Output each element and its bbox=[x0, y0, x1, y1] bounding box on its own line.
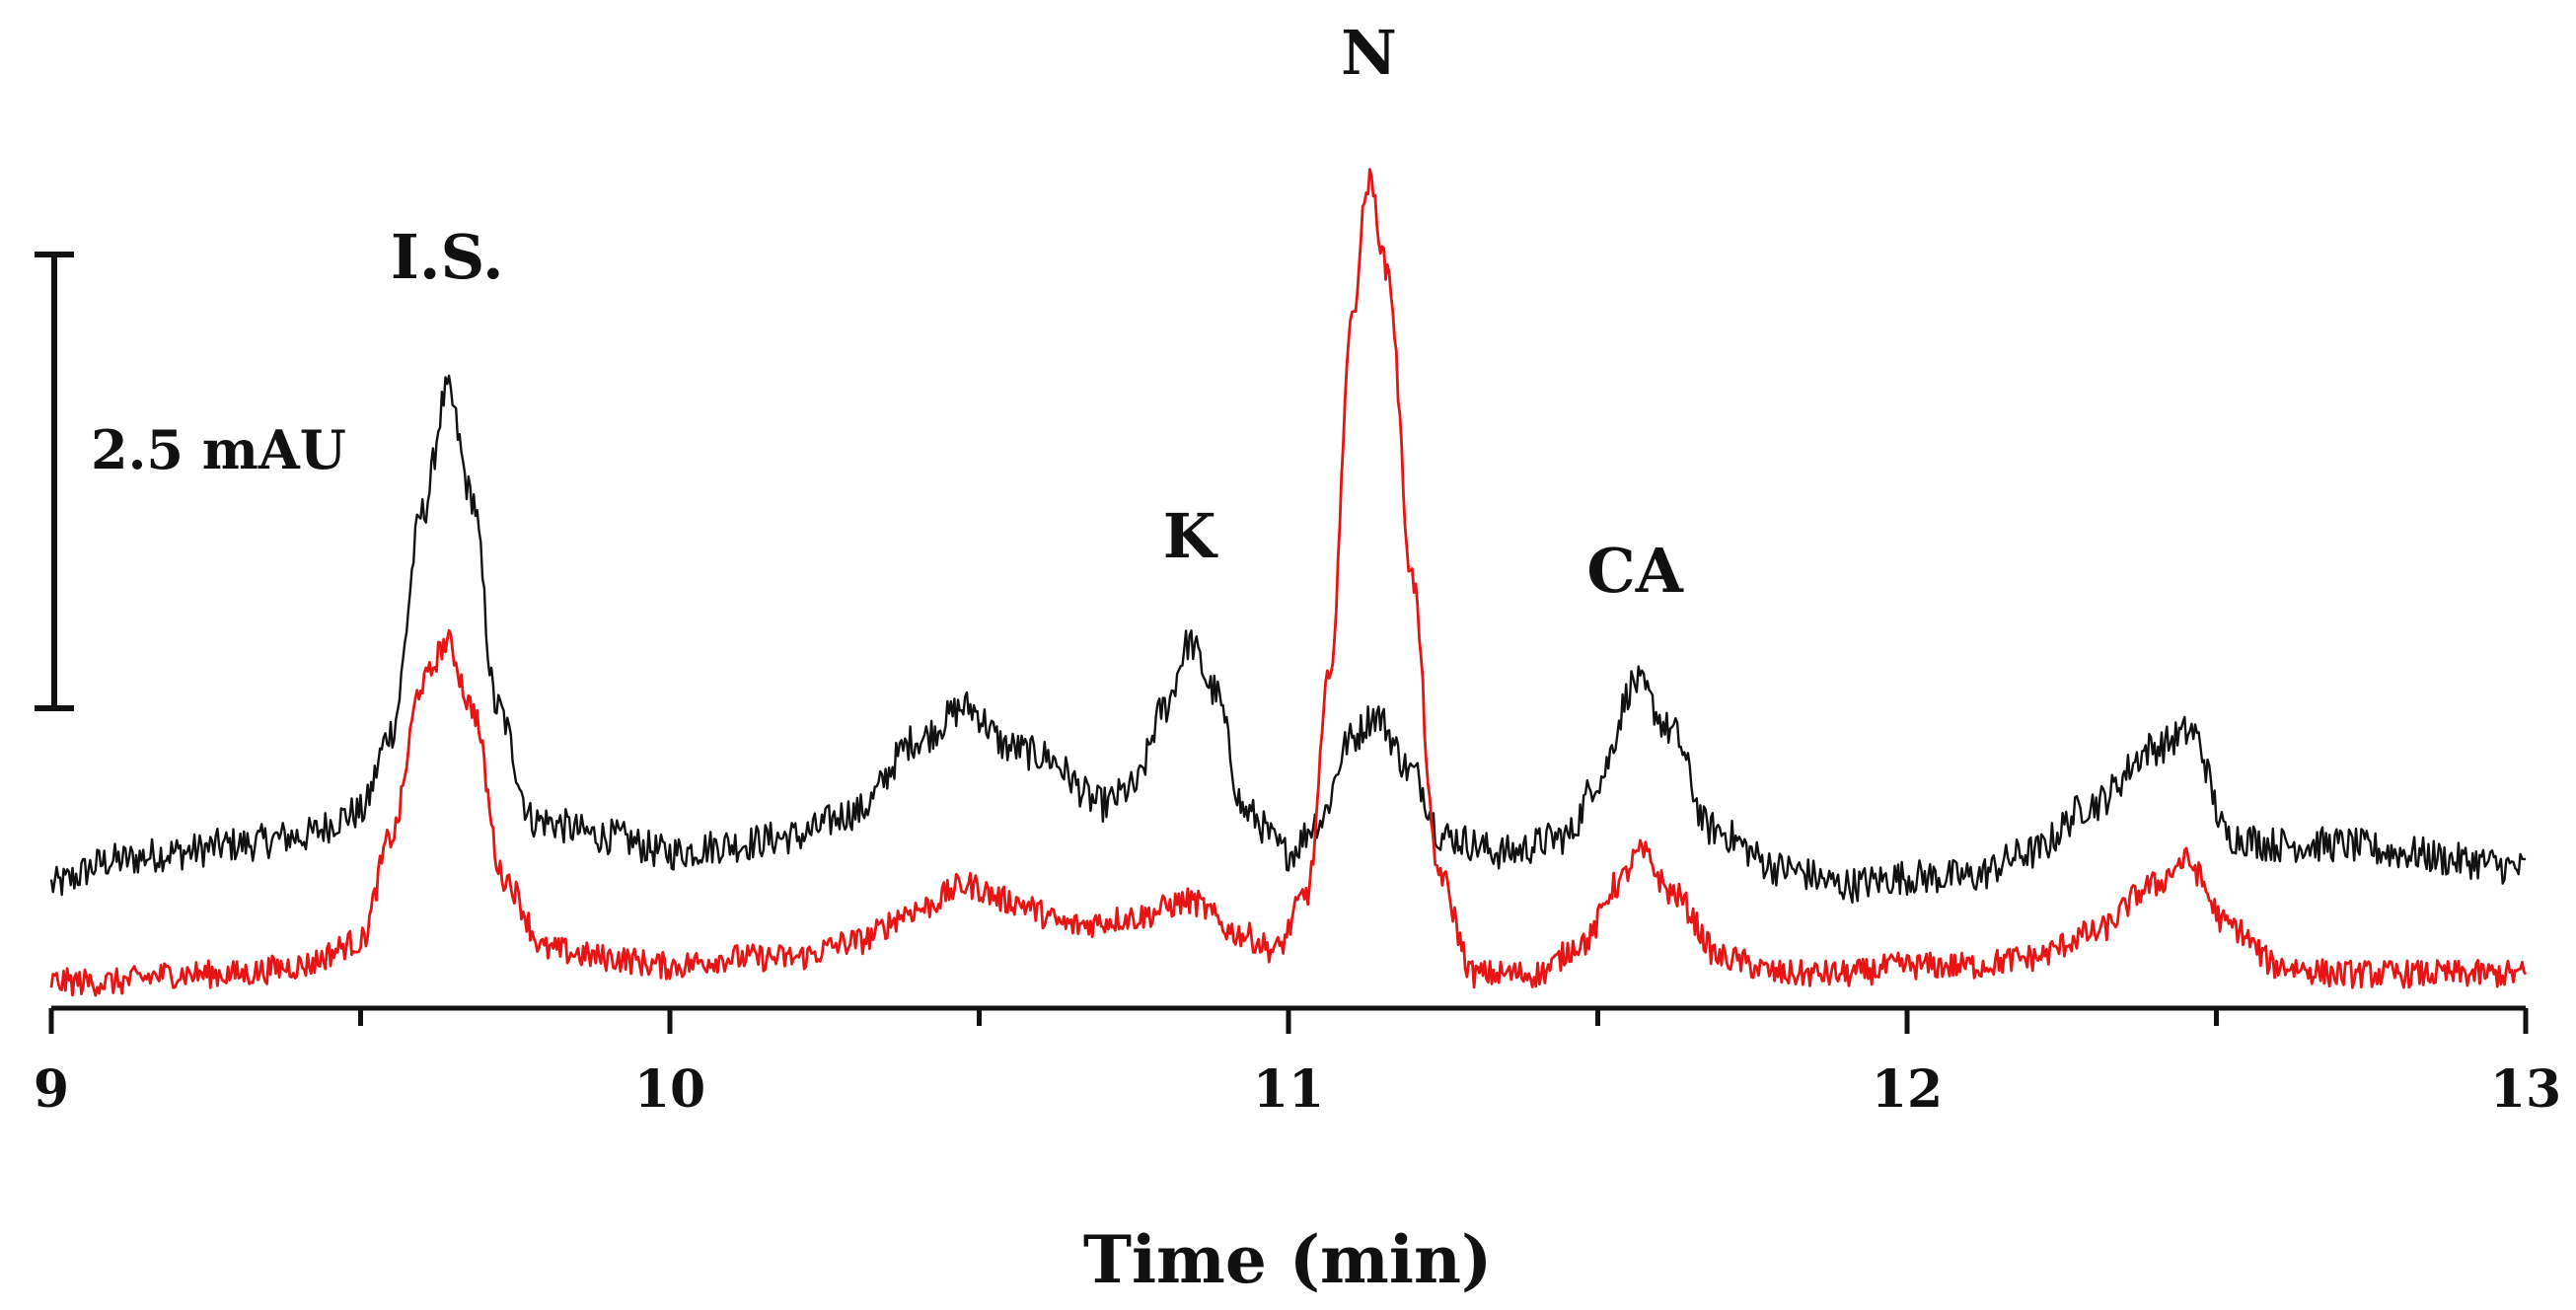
peak-annotations: I.S. K N CA bbox=[391, 17, 1684, 607]
scale-bar-label: 2.5 mAU bbox=[91, 418, 346, 481]
x-tick-label: 9 bbox=[34, 1059, 69, 1120]
peak-label: I.S. bbox=[391, 221, 504, 293]
scale-bar: 2.5 mAU bbox=[35, 252, 346, 711]
series-line-1 bbox=[49, 374, 2527, 905]
x-tick-label: 12 bbox=[1872, 1059, 1943, 1120]
x-tick-label: 13 bbox=[2490, 1059, 2561, 1120]
x-tick-label: 10 bbox=[634, 1059, 705, 1120]
peak-label: CA bbox=[1586, 535, 1683, 607]
peak-label: K bbox=[1163, 500, 1218, 572]
x-axis-label: Time (min) bbox=[1083, 1221, 1492, 1298]
x-tick-label: 11 bbox=[1253, 1059, 1324, 1120]
x-axis: 9 10 11 12 13 bbox=[34, 1005, 2561, 1120]
peak-label: N bbox=[1341, 17, 1397, 89]
series-line-2 bbox=[49, 168, 2528, 997]
series-layer bbox=[49, 168, 2528, 997]
